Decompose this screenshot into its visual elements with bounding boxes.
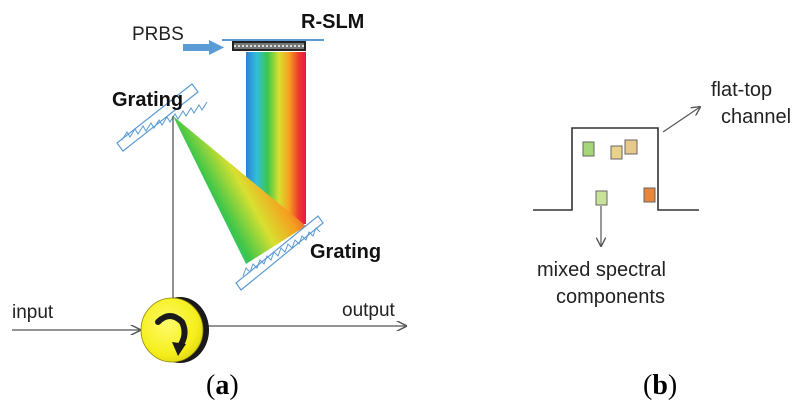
flat-top-pointer bbox=[662, 107, 700, 133]
mixed-components-label-line2: components bbox=[556, 286, 665, 308]
output-label: output bbox=[342, 300, 396, 321]
rslm-label: R-SLM bbox=[301, 11, 364, 33]
spectral-component bbox=[595, 190, 608, 206]
caption-a: (a) bbox=[206, 370, 239, 401]
spectral-component bbox=[624, 139, 638, 155]
flat-top-label-line2: channel bbox=[721, 106, 791, 128]
spectral-component bbox=[582, 141, 595, 157]
caption-b: (b) bbox=[643, 370, 677, 401]
grating-top-label: Grating bbox=[112, 89, 183, 111]
flat-top-label-line1: flat-top bbox=[711, 79, 772, 101]
prbs-arrow bbox=[183, 40, 224, 55]
grating-top bbox=[116, 83, 208, 152]
grating-bottom-label: Grating bbox=[310, 241, 381, 263]
panel-a: PRBS R-SLM Grating Grating input output … bbox=[12, 11, 406, 401]
spectral-component bbox=[610, 145, 623, 160]
rslm-device bbox=[222, 39, 324, 51]
input-label: input bbox=[12, 302, 54, 323]
mixed-components-label-line1: mixed spectral bbox=[537, 259, 666, 281]
prbs-label: PRBS bbox=[132, 24, 184, 45]
spectral-component bbox=[643, 187, 656, 203]
spectrum-fan bbox=[173, 116, 306, 264]
flat-top-channel-outline bbox=[533, 127, 699, 211]
circulator bbox=[140, 297, 209, 363]
panel-b: flat-top channel mixed spectral componen… bbox=[533, 79, 791, 401]
grating-bottom bbox=[235, 215, 324, 291]
